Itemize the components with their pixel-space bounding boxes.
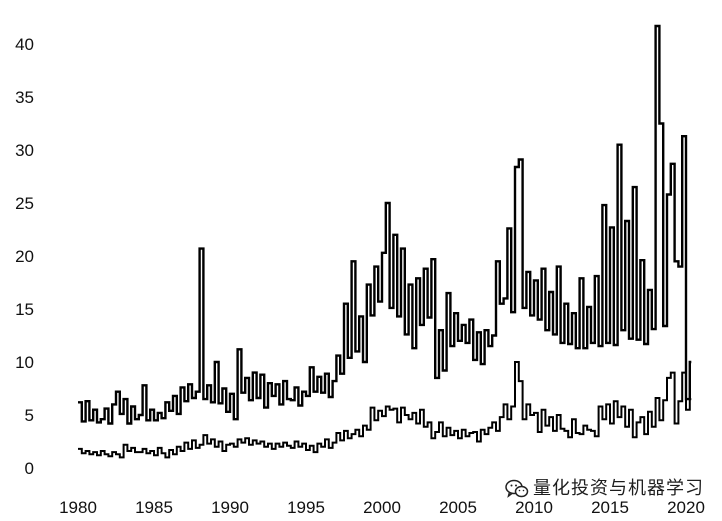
- y-tick-label: 5: [25, 406, 34, 425]
- y-tick-label: 25: [15, 194, 34, 213]
- watermark: 量化投资与机器学习: [505, 477, 704, 501]
- x-tick-label: 1995: [287, 498, 325, 517]
- y-tick-label: 0: [25, 459, 34, 478]
- y-tick-label: 10: [15, 353, 34, 372]
- y-tick-label: 30: [15, 141, 34, 160]
- series-line-2: [78, 361, 692, 459]
- x-tick-label: 2015: [591, 498, 629, 517]
- y-axis-tick-labels: 0 5 10 15 20 25 30 35 40: [15, 35, 34, 478]
- x-tick-label: 1990: [211, 498, 249, 517]
- x-tick-label: 2010: [515, 498, 553, 517]
- x-tick-label: 2000: [363, 498, 401, 517]
- x-tick-label: 1980: [59, 498, 97, 517]
- x-tick-label: 2020: [667, 498, 705, 517]
- series-layer: [78, 24, 692, 459]
- y-tick-label: 40: [15, 35, 34, 54]
- x-tick-label: 1985: [135, 498, 173, 517]
- x-tick-label: 2005: [439, 498, 477, 517]
- series-line-1: [78, 24, 692, 425]
- y-tick-label: 15: [15, 300, 34, 319]
- watermark-text: 量化投资与机器学习: [533, 478, 704, 499]
- x-axis-tick-labels: 1980 1985 1990 1995 2000 2005 2010 2015 2020: [59, 498, 705, 517]
- y-tick-label: 35: [15, 88, 34, 107]
- y-tick-label: 20: [15, 247, 34, 266]
- wechat-icon: [505, 479, 529, 499]
